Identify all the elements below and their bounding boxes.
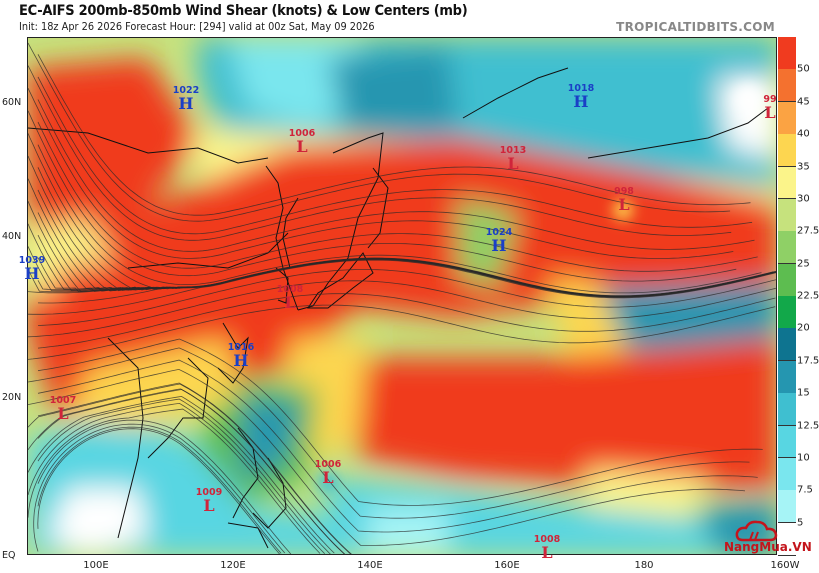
colorbar-bin [778,134,796,167]
colorbar-bin [778,69,796,103]
streamline [37,258,776,304]
streamline [28,383,352,554]
streamline [28,395,335,554]
high-pressure-center: 1016 H [227,342,255,370]
streamline [37,54,751,216]
streamline [28,347,750,519]
low-pressure-center: 998 L [614,186,634,214]
colorbar-bin [778,457,796,491]
colorbar-label: 25 [797,258,810,270]
streamline [28,88,734,259]
watermark: NangMua.VN [724,540,812,554]
streamline [37,121,758,272]
colorbar-label: 7.5 [797,484,813,496]
low-pressure-center: 1007 L [49,395,77,423]
high-pressure-center: 1024 H [485,227,513,255]
streamline [37,144,762,294]
streamline [37,398,331,554]
streamline [37,269,776,326]
colorbar-label: 15 [797,387,810,399]
colorbar-label: 50 [797,63,810,75]
colorbar-label: 35 [797,161,810,172]
colorbar-label: 27.5 [797,225,819,237]
colorbar-bin [778,296,796,329]
colorbar-label: 12.5 [797,420,819,431]
streamline [37,426,282,554]
streamline [28,368,746,546]
lon-label: 120E [220,560,246,571]
colorbar-bin [778,231,796,265]
streamline [37,76,753,235]
streamline [37,359,758,533]
colorbar-bin [778,263,796,297]
streamline [28,388,346,554]
streamline [28,402,325,554]
lon-label: 160W [770,560,800,571]
streamline [33,423,286,554]
low-pressure-center: 1006 L [314,459,342,487]
colorbar-bin [778,490,796,524]
lat-label: 60N [2,97,22,108]
shear-field [28,38,776,554]
colorbar-label: 45 [797,96,810,108]
colorbar-bin [778,166,796,200]
high-pressure-center: 1018 H [567,83,595,111]
colorbar-label: 22.5 [797,290,819,302]
colorbar-bin [778,198,796,232]
low-pressure-center: 1013 L [499,145,527,173]
colorbar-label: 40 [797,128,810,140]
lon-label: 100E [83,560,109,571]
lon-label: 180 [634,560,654,571]
streamline [37,338,763,506]
streamline [28,110,737,282]
colorbar [778,37,796,556]
streamline [28,408,321,554]
lat-label: 20N [2,392,22,403]
site-credit: TROPICALTIDBITS.COM [616,20,775,34]
low-pressure-center: 1009 L [195,487,223,515]
high-pressure-center: 1039 H [18,255,46,283]
coastlines [28,67,769,549]
colorbar-label: 5 [797,517,804,529]
high-pressure-center: 1022 H [172,85,200,113]
streamline [37,99,755,252]
colorbar-bin [778,37,796,70]
colorbar-label: 30 [797,193,810,205]
streamline [28,259,776,315]
streamline [28,280,776,338]
lat-label: EQ [2,550,16,561]
streamline [37,382,352,554]
streamline [37,259,776,298]
low-pressure-center: 1008 L [533,534,561,562]
cloud-logo-icon [735,520,778,542]
colorbar-label: 17.5 [797,355,819,367]
map-title: EC-AIFS 200mb-850mb Wind Shear (knots) &… [19,3,468,19]
colorbar-bin [778,425,796,459]
colorbar-bin [778,360,796,394]
streamline [28,42,731,222]
lon-label: 140E [357,560,383,571]
streamline [37,293,776,349]
map-subtitle: Init: 18z Apr 26 2026 Forecast Hour: [29… [19,21,375,33]
streamline [37,428,281,554]
colorbar-bin [778,101,796,135]
colorbar-bin [778,328,796,362]
colorbar-bin [778,393,796,426]
streamline [28,65,732,241]
wind-shear-map [27,37,777,555]
colorbar-bin [778,522,796,556]
low-pressure-center: 1006 L [288,128,316,156]
colorbar-label: 20 [797,322,810,334]
low-pressure-center: 99 L [763,94,777,122]
colorbar-label: 10 [797,452,810,464]
lon-label: 160E [494,560,520,571]
low-pressure-center: 1008 L [276,284,304,312]
streamline [37,419,292,554]
streamline [28,304,776,360]
streamline [28,257,774,297]
streamlines [28,42,776,554]
lat-label: 40N [2,231,22,242]
